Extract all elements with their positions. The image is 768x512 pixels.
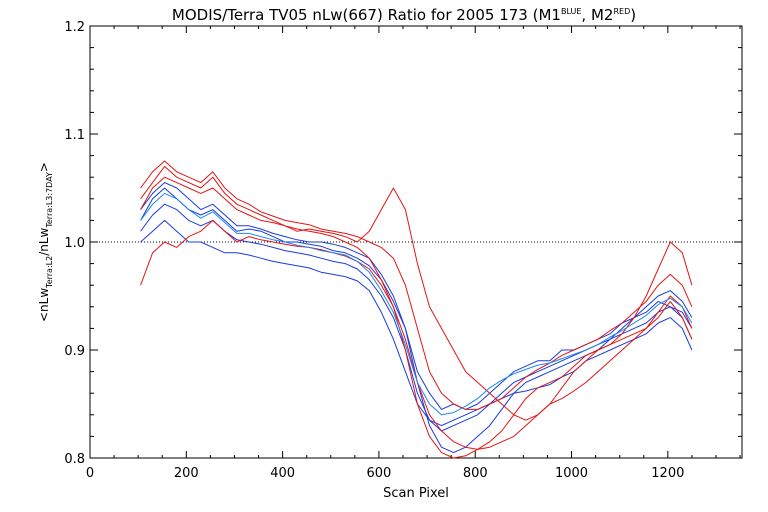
series-group [140,160,693,459]
title-close: ) [630,6,636,24]
series-line-m2 [140,176,693,459]
title-m1-sup: BLUE [561,7,581,16]
title-main: MODIS/Terra TV05 nLw(667) Ratio for 2005… [172,6,561,24]
y-tick-label: 0.9 [64,344,85,359]
y-tick-label: 1.1 [64,128,85,143]
chart-title: MODIS/Terra TV05 nLw(667) Ratio for 2005… [172,6,636,24]
y-tick-label: 1.2 [64,20,85,35]
x-tick-label: 400 [270,466,295,481]
y-tick-label: 1.0 [64,236,85,251]
series-line-m2_alt [140,192,693,416]
y-axis-label: <nLwTerra:L2/nLwTerra:L3:7DAY> [37,162,54,322]
ylabel-sub2: Terra:L3:7DAY [45,172,54,229]
ylabel-close: > [37,162,51,172]
series-line-m1 [140,203,693,432]
series-line-m2 [140,165,693,421]
series-line-m1 [140,187,693,410]
x-tick-label: 800 [463,466,488,481]
x-tick-label: 1000 [555,466,588,481]
x-tick-label: 200 [174,466,199,481]
x-tick-label: 0 [86,466,94,481]
series-line-m2 [140,219,693,450]
ylabel-sub1: Terra:L2 [45,256,54,289]
x-tick-label: 1200 [651,466,684,481]
ylabel-open: <nLw [37,288,51,322]
plot-frame [89,25,743,459]
x-axis-label: Scan Pixel [383,486,449,501]
series-line-m2 [140,160,693,410]
x-tick-label: 600 [367,466,392,481]
series-line-m1 [140,182,693,454]
ylabel-mid: /nLw [37,227,51,255]
title-m2-sup: RED [613,7,630,16]
title-sep: , M2 [581,6,613,24]
y-tick-label: 0.8 [64,452,85,467]
axis-ticks: 0 200 400 600 800 1000 1200 0.8 0.9 1.0 1.1 1.2 [64,20,742,481]
